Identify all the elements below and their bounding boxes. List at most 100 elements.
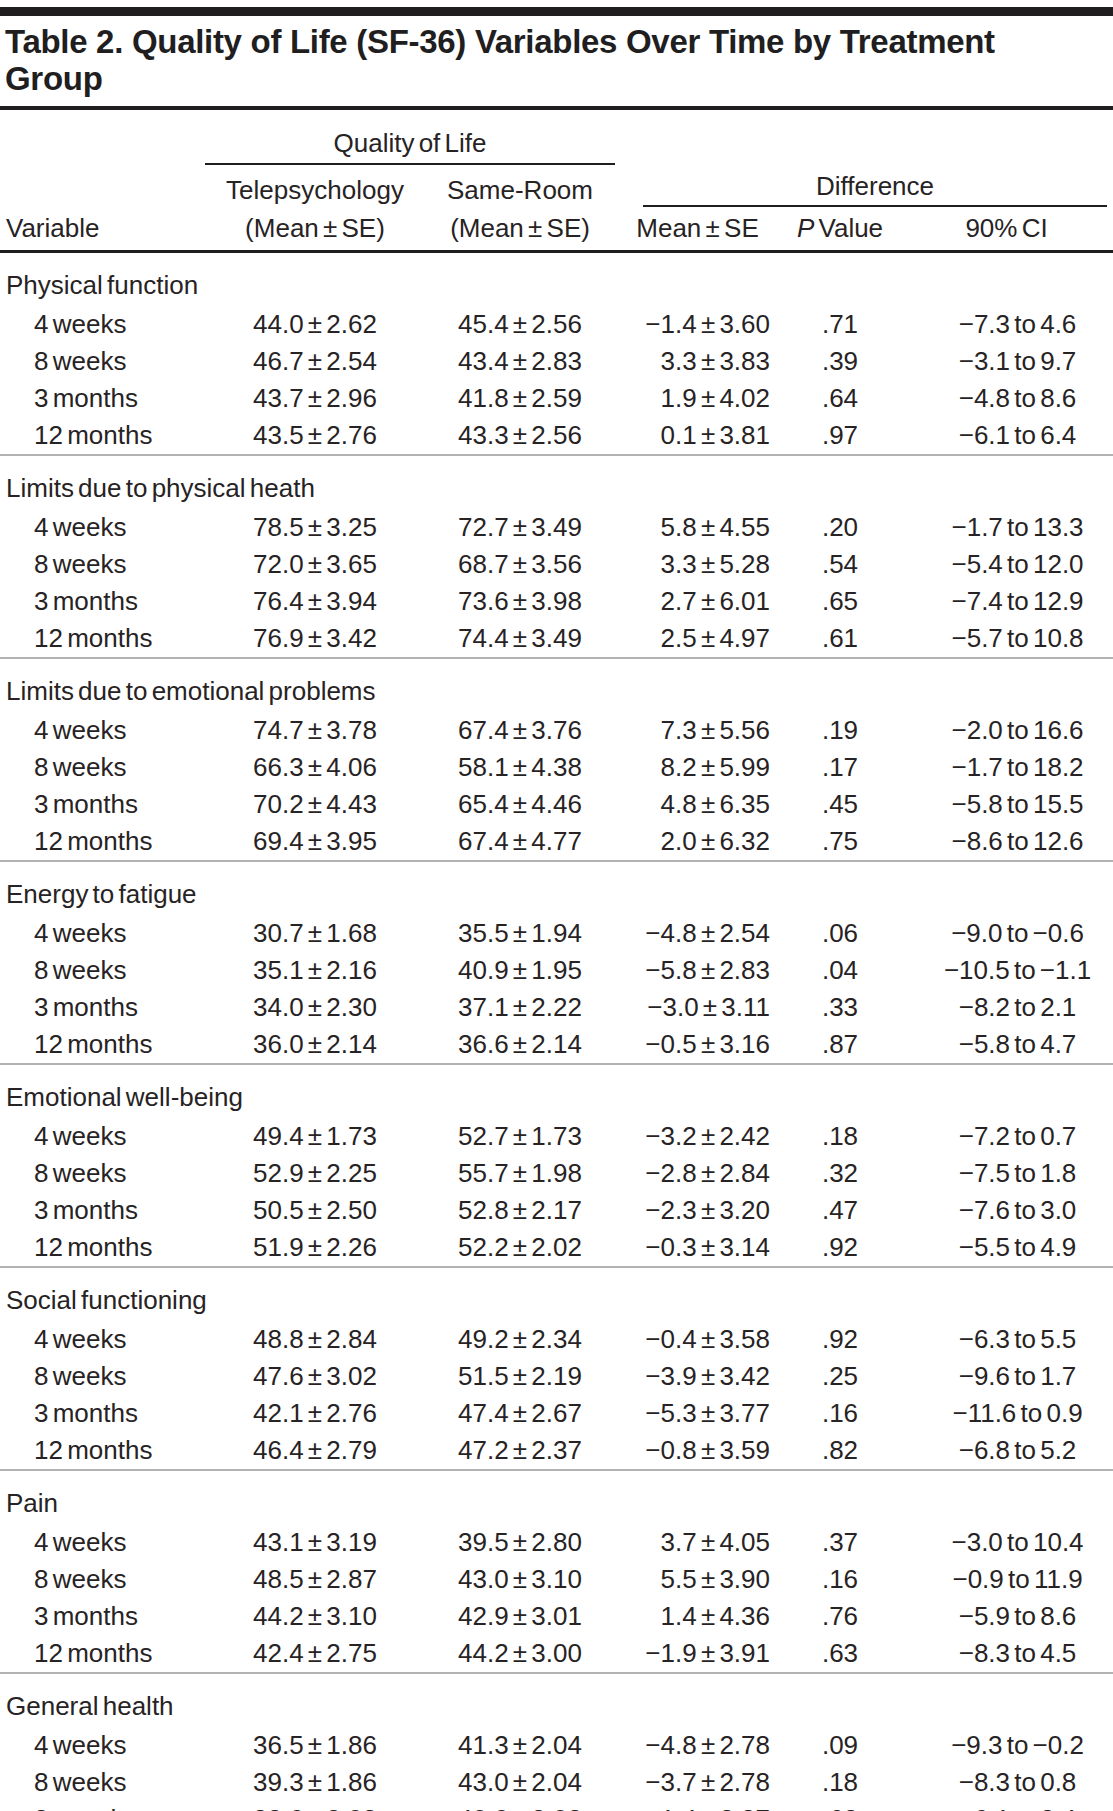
column-header-variable: Variable: [0, 122, 205, 252]
cell-same-room-mean-se: 41.8 ± 2.59: [425, 380, 615, 417]
cell-telepsychology-mean-se: 42.4 ± 2.75: [205, 1635, 425, 1673]
cell-90-ci: −1.7 to 18.2: [900, 749, 1113, 786]
cell-p-value: .76: [780, 1598, 900, 1635]
cell-p-value: .17: [780, 749, 900, 786]
cell-telepsychology-mean-se: 30.7 ± 1.68: [205, 915, 425, 952]
cell-same-room-mean-se: 36.6 ± 2.14: [425, 1026, 615, 1064]
cell-90-ci: −5.8 to 15.5: [900, 786, 1113, 823]
section-row: Physical function: [0, 252, 1113, 307]
column-group-difference: Difference: [615, 164, 1113, 207]
cell-telepsychology-mean-se: 44.2 ± 3.10: [205, 1598, 425, 1635]
row-label-timepoint: 3 months: [0, 583, 205, 620]
cell-p-value: .63: [780, 1635, 900, 1673]
cell-telepsychology-mean-se: 70.2 ± 4.43: [205, 786, 425, 823]
cell-90-ci: −5.7 to 10.8: [900, 620, 1113, 658]
cell-p-value: .33: [780, 989, 900, 1026]
column-header-telepsychology: Telepsychology: [205, 164, 425, 207]
cell-difference-mean-se: −2.3 ± 3.20: [615, 1192, 780, 1229]
table-row: 3 months42.1 ± 2.7647.4 ± 2.67−5.3 ± 3.7…: [0, 1395, 1113, 1432]
section-row: Pain: [0, 1470, 1113, 1524]
table-row: 12 months42.4 ± 2.7544.2 ± 3.00−1.9 ± 3.…: [0, 1635, 1113, 1673]
cell-same-room-mean-se: 73.6 ± 3.98: [425, 583, 615, 620]
cell-difference-mean-se: 2.7 ± 6.01: [615, 583, 780, 620]
cell-difference-mean-se: 7.3 ± 5.56: [615, 712, 780, 749]
cell-same-room-mean-se: 40.9 ± 1.95: [425, 952, 615, 989]
cell-telepsychology-mean-se: 76.9 ± 3.42: [205, 620, 425, 658]
section-header-label: Pain: [0, 1470, 1113, 1524]
cell-90-ci: −8.6 to 12.6: [900, 823, 1113, 861]
cell-90-ci: −9.3 to −0.2: [900, 1727, 1113, 1764]
p-value-italic-p: P: [797, 213, 814, 243]
cell-telepsychology-mean-se: 39.3 ± 1.86: [205, 1764, 425, 1801]
section-header-label: Social functioning: [0, 1267, 1113, 1321]
cell-p-value: .82: [780, 1432, 900, 1470]
cell-telepsychology-mean-se: 43.1 ± 3.19: [205, 1524, 425, 1561]
column-header-p-value: P Value: [780, 207, 900, 252]
cell-telepsychology-mean-se: 49.4 ± 1.73: [205, 1118, 425, 1155]
table-header: Variable Quality of Life Telepsychology …: [0, 122, 1113, 252]
cell-p-value: .54: [780, 546, 900, 583]
cell-90-ci: −3.0 to 10.4: [900, 1524, 1113, 1561]
cell-same-room-mean-se: 43.0 ± 3.10: [425, 1561, 615, 1598]
section-row: General health: [0, 1673, 1113, 1727]
table-row: 12 months69.4 ± 3.9567.4 ± 4.772.0 ± 6.3…: [0, 823, 1113, 861]
cell-telepsychology-mean-se: 43.7 ± 2.96: [205, 380, 425, 417]
table-row: 8 weeks52.9 ± 2.2555.7 ± 1.98−2.8 ± 2.84…: [0, 1155, 1113, 1192]
cell-same-room-mean-se: 52.8 ± 2.17: [425, 1192, 615, 1229]
row-label-timepoint: 4 weeks: [0, 1727, 205, 1764]
cell-telepsychology-mean-se: 35.1 ± 2.16: [205, 952, 425, 989]
table-row: 8 weeks35.1 ± 2.1640.9 ± 1.95−5.8 ± 2.83…: [0, 952, 1113, 989]
cell-p-value: .19: [780, 712, 900, 749]
row-label-timepoint: 8 weeks: [0, 1358, 205, 1395]
row-label-timepoint: 12 months: [0, 1026, 205, 1064]
cell-same-room-mean-se: 67.4 ± 3.76: [425, 712, 615, 749]
cell-90-ci: −3.1 to 9.7: [900, 343, 1113, 380]
cell-difference-mean-se: −4.8 ± 2.54: [615, 915, 780, 952]
p-value-rest: Value: [814, 213, 883, 243]
section-row: Emotional well-being: [0, 1064, 1113, 1118]
cell-difference-mean-se: 8.2 ± 5.99: [615, 749, 780, 786]
row-label-timepoint: 12 months: [0, 417, 205, 455]
row-label-timepoint: 12 months: [0, 1432, 205, 1470]
cell-same-room-mean-se: 52.2 ± 2.02: [425, 1229, 615, 1267]
table-row: 4 weeks43.1 ± 3.1939.5 ± 2.803.7 ± 4.05.…: [0, 1524, 1113, 1561]
table-row: 3 months50.5 ± 2.5052.8 ± 2.17−2.3 ± 3.2…: [0, 1192, 1113, 1229]
cell-90-ci: −5.5 to 4.9: [900, 1229, 1113, 1267]
cell-p-value: .16: [780, 1561, 900, 1598]
table-row: 8 weeks72.0 ± 3.6568.7 ± 3.563.3 ± 5.28.…: [0, 546, 1113, 583]
cell-same-room-mean-se: 55.7 ± 1.98: [425, 1155, 615, 1192]
column-group-quality-of-life: Quality of Life: [205, 122, 615, 164]
cell-p-value: .18: [780, 1764, 900, 1801]
cell-same-room-mean-se: 44.2 ± 3.00: [425, 1635, 615, 1673]
section-row: Energy to fatigue: [0, 861, 1113, 915]
cell-p-value: .25: [780, 1358, 900, 1395]
cell-difference-mean-se: 3.3 ± 5.28: [615, 546, 780, 583]
table-row: 12 months36.0 ± 2.1436.6 ± 2.14−0.5 ± 3.…: [0, 1026, 1113, 1064]
cell-p-value: .47: [780, 1192, 900, 1229]
row-label-timepoint: 8 weeks: [0, 952, 205, 989]
table-row: 8 weeks47.6 ± 3.0251.5 ± 2.19−3.9 ± 3.42…: [0, 1358, 1113, 1395]
top-rule: [0, 7, 1113, 16]
cell-same-room-mean-se: 67.4 ± 4.77: [425, 823, 615, 861]
cell-90-ci: −7.4 to 12.9: [900, 583, 1113, 620]
row-label-timepoint: 12 months: [0, 620, 205, 658]
cell-difference-mean-se: 1.4 ± 4.36: [615, 1598, 780, 1635]
cell-90-ci: −5.8 to 4.7: [900, 1026, 1113, 1064]
cell-p-value: .20: [780, 509, 900, 546]
column-header-90-ci: 90% CI: [900, 207, 1113, 252]
cell-telepsychology-mean-se: 38.6 ± 2.03: [205, 1801, 425, 1811]
table-row: 3 months43.7 ± 2.9641.8 ± 2.591.9 ± 4.02…: [0, 380, 1113, 417]
cell-p-value: .97: [780, 417, 900, 455]
cell-same-room-mean-se: 58.1 ± 4.38: [425, 749, 615, 786]
table-row: 4 weeks78.5 ± 3.2572.7 ± 3.495.8 ± 4.55.…: [0, 509, 1113, 546]
table-row: 4 weeks48.8 ± 2.8449.2 ± 2.34−0.4 ± 3.58…: [0, 1321, 1113, 1358]
table-row: 8 weeks46.7 ± 2.5443.4 ± 2.833.3 ± 3.83.…: [0, 343, 1113, 380]
cell-same-room-mean-se: 51.5 ± 2.19: [425, 1358, 615, 1395]
cell-difference-mean-se: −1.9 ± 3.91: [615, 1635, 780, 1673]
cell-90-ci: −6.8 to 5.2: [900, 1432, 1113, 1470]
cell-same-room-mean-se: 45.4 ± 2.56: [425, 306, 615, 343]
cell-telepsychology-mean-se: 52.9 ± 2.25: [205, 1155, 425, 1192]
cell-telepsychology-mean-se: 76.4 ± 3.94: [205, 583, 425, 620]
cell-90-ci: −7.5 to 1.8: [900, 1155, 1113, 1192]
header-spacer: [615, 122, 1113, 164]
